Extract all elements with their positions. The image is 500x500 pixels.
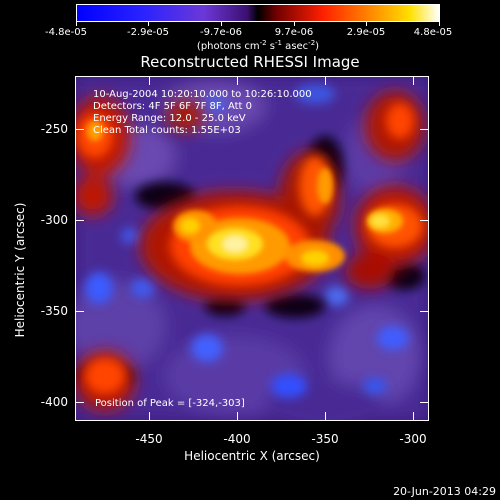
x-axis-title: Heliocentric X (arcsec) [184,449,320,463]
x-tick [149,412,150,421]
y-tick-label: -250 [40,122,68,136]
timestamp: 20-Jun-2013 04:29 [393,485,496,498]
x-tick-label: -350 [311,432,339,446]
x-tick-label: -300 [399,432,427,446]
colorbar-label: -9.7e-06 [200,27,242,38]
x-tick [237,412,238,421]
colorbar-label: 4.8e-05 [413,27,453,38]
y-tick [75,402,84,403]
y-tick-right [420,402,429,403]
y-tick-right [420,129,429,130]
colorbar-tick [294,22,295,26]
info-line-time: 10-Aug-2004 10:20:10.000 to 10:26:10.000 [93,89,312,100]
x-tick [325,412,326,421]
x-tick [413,412,414,421]
colorbar [76,4,440,22]
colorbar-label: -4.8e-05 [45,27,87,38]
y-tick-label: -350 [40,304,68,318]
colorbar-tick [76,22,77,26]
x-tick-label: -450 [135,432,163,446]
x-tick-top [149,76,150,85]
colorbar-tick [221,22,222,26]
y-tick-label: -400 [40,395,68,409]
colorbar-label: 9.7e-06 [274,27,314,38]
colorbar-tick [439,22,440,26]
info-line-energy: Energy Range: 12.0 - 25.0 keV [93,113,246,124]
x-tick-top [325,76,326,85]
colorbar-tick [148,22,149,26]
x-tick-top [413,76,414,85]
x-tick-top [237,76,238,85]
image-info: 10-Aug-2004 10:20:10.000 to 10:26:10.000… [93,89,312,137]
x-tick-label: -400 [223,432,251,446]
y-axis-title: Heliocentric Y (arcsec) [13,202,27,338]
colorbar-label: -2.9e-05 [127,27,169,38]
info-line-detectors: Detectors: 4F 5F 6F 7F 8F, Att 0 [93,101,253,112]
y-tick-right [420,220,429,221]
colorbar-units: (photons cm-2 s-1 asec-2) [196,39,320,52]
y-tick-right [420,311,429,312]
y-tick-label: -300 [40,213,68,227]
rhessi-image [75,76,429,421]
image-title: Reconstructed RHESSI Image [140,53,360,71]
y-tick [75,220,84,221]
colorbar-label: 2.9e-05 [346,27,386,38]
y-tick [75,311,84,312]
peak-position: Position of Peak = [-324,-303] [95,398,245,409]
y-tick [75,129,84,130]
info-line-counts: Clean Total counts: 1.55E+03 [93,125,241,136]
colorbar-tick [366,22,367,26]
